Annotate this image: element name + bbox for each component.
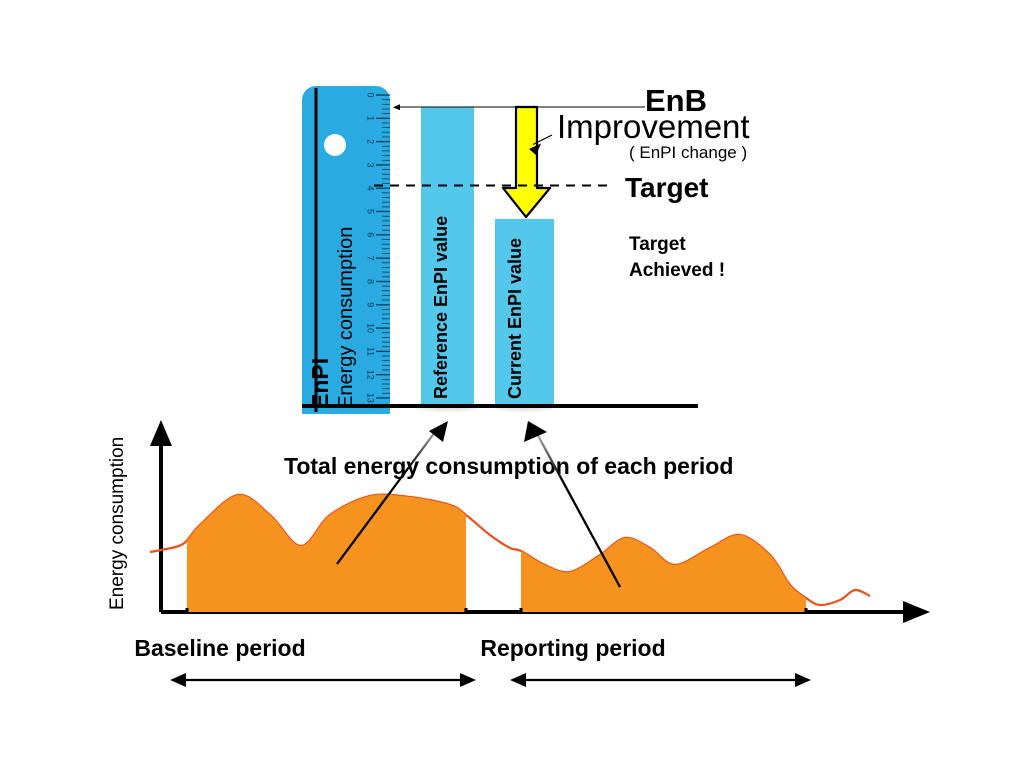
svg-text:6: 6 bbox=[366, 232, 376, 237]
svg-text:Target: Target bbox=[629, 234, 686, 255]
svg-text:Target: Target bbox=[625, 172, 709, 203]
svg-text:12: 12 bbox=[366, 370, 376, 380]
svg-text:7: 7 bbox=[366, 256, 376, 261]
svg-text:5: 5 bbox=[366, 209, 376, 214]
svg-text:Reporting period: Reporting period bbox=[480, 635, 665, 661]
svg-text:3: 3 bbox=[366, 162, 376, 167]
svg-text:Reference EnPI value: Reference EnPI value bbox=[431, 216, 451, 399]
svg-text:2: 2 bbox=[366, 139, 376, 144]
svg-text:Energy consumption: Energy consumption bbox=[335, 227, 357, 409]
svg-text:Energy consumption: Energy consumption bbox=[107, 437, 128, 610]
svg-text:11: 11 bbox=[366, 347, 376, 356]
svg-text:Baseline period: Baseline period bbox=[134, 635, 305, 661]
svg-text:10: 10 bbox=[366, 323, 376, 333]
svg-text:8: 8 bbox=[366, 279, 376, 284]
svg-text:9: 9 bbox=[366, 302, 376, 307]
svg-text:0: 0 bbox=[366, 92, 376, 97]
svg-text:EnPI: EnPI bbox=[307, 358, 333, 409]
svg-text:Current EnPI value: Current EnPI value bbox=[505, 238, 525, 399]
svg-text:Improvement: Improvement bbox=[557, 108, 750, 145]
svg-text:1: 1 bbox=[366, 116, 376, 121]
svg-text:Achieved !: Achieved ! bbox=[629, 260, 725, 281]
svg-text:13: 13 bbox=[366, 393, 376, 403]
svg-text:Total energy consumption of ea: Total energy consumption of each period bbox=[284, 453, 733, 479]
svg-text:( EnPI change ): ( EnPI change ) bbox=[629, 143, 747, 162]
